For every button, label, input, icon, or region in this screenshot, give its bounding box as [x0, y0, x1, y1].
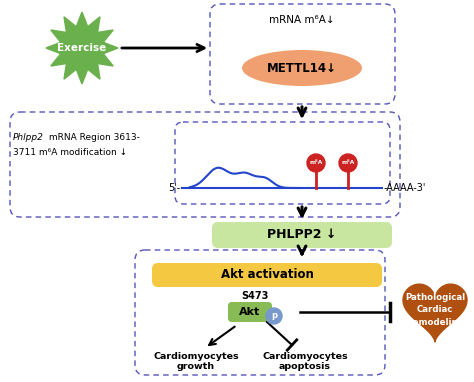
Polygon shape	[46, 12, 118, 84]
Text: p: p	[271, 311, 277, 320]
Text: Akt activation: Akt activation	[220, 269, 313, 282]
Circle shape	[266, 308, 282, 324]
Text: -AAAA-3': -AAAA-3'	[384, 183, 427, 193]
Text: PHLPP2 ↓: PHLPP2 ↓	[267, 228, 337, 241]
Ellipse shape	[242, 50, 362, 86]
Text: mRNA m⁶A↓: mRNA m⁶A↓	[269, 15, 335, 25]
Polygon shape	[403, 284, 467, 342]
Text: Pathological
Cardiac
Remodeling: Pathological Cardiac Remodeling	[405, 293, 465, 327]
Text: 3711 m⁶A modification ↓: 3711 m⁶A modification ↓	[13, 148, 127, 157]
FancyBboxPatch shape	[152, 263, 382, 287]
FancyBboxPatch shape	[212, 222, 392, 248]
Text: Phlpp2: Phlpp2	[13, 133, 44, 142]
Circle shape	[307, 154, 325, 172]
Text: m⁶A: m⁶A	[341, 160, 355, 165]
Text: Exercise: Exercise	[57, 43, 107, 53]
Text: METTL14↓: METTL14↓	[267, 62, 337, 74]
Text: Akt: Akt	[239, 307, 261, 317]
Circle shape	[339, 154, 357, 172]
Text: S473: S473	[241, 291, 269, 301]
Text: Cardiomyocytes
apoptosis: Cardiomyocytes apoptosis	[262, 352, 348, 371]
FancyBboxPatch shape	[228, 302, 272, 322]
Text: mRNA Region 3613-: mRNA Region 3613-	[46, 133, 140, 142]
Text: m⁶A: m⁶A	[310, 160, 323, 165]
Text: Cardiomyocytes
growth: Cardiomyocytes growth	[153, 352, 239, 371]
Text: 5'-: 5'-	[168, 183, 180, 193]
